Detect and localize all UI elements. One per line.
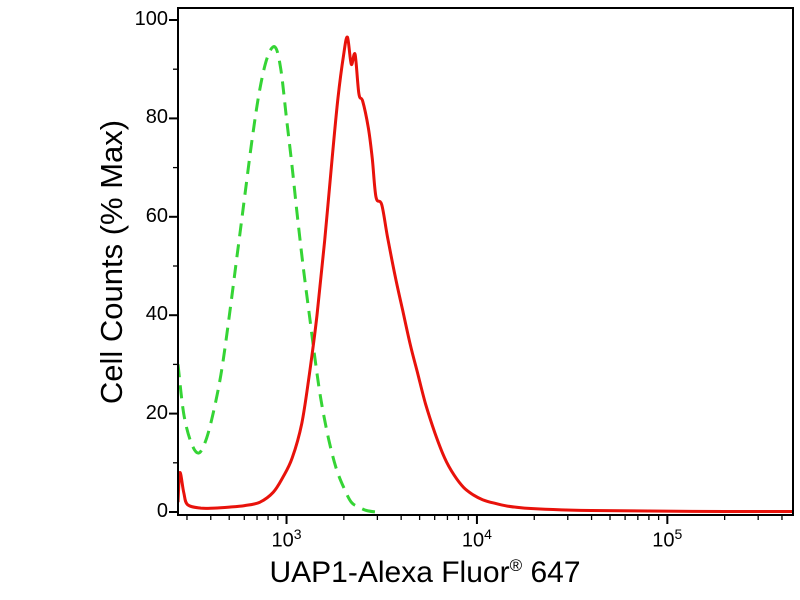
x-axis-tick-label: 104 [445,526,509,553]
y-axis-tick-label: 80 [145,106,168,129]
y-axis-tick-label: 0 [156,500,168,522]
negative-control-curve [178,45,377,514]
curves-group [178,35,793,514]
y-axis-title: Cell Counts (% Max) [94,119,129,405]
y-axis-tick-label: 60 [145,204,168,227]
x-axis-tick-label: 105 [635,526,699,553]
axis-ticks [169,19,783,524]
x-tick-exponent: 4 [484,526,492,542]
UAP1-Alexa-Fluor-647-curve [178,35,793,514]
x-tick-exponent: 3 [293,526,302,542]
y-axis-tick-label: 20 [145,401,168,424]
x-tick-base: 10 [652,529,675,552]
y-axis-tick-label: 40 [145,303,168,326]
y-axis-tick-label: 100 [134,8,168,30]
registered-trademark-icon: ® [509,556,523,575]
x-tick-base: 10 [271,529,294,552]
x-tick-base: 10 [461,529,485,552]
x-axis-tick-label: 103 [255,526,319,553]
x-axis-title-text: UAP1-Alexa Fluor [269,556,510,589]
x-tick-exponent: 5 [674,526,683,542]
plot-border [177,7,794,516]
x-axis-title: UAP1-Alexa Fluor® 647 [269,556,580,590]
x-axis-title-suffix: 647 [522,556,581,589]
